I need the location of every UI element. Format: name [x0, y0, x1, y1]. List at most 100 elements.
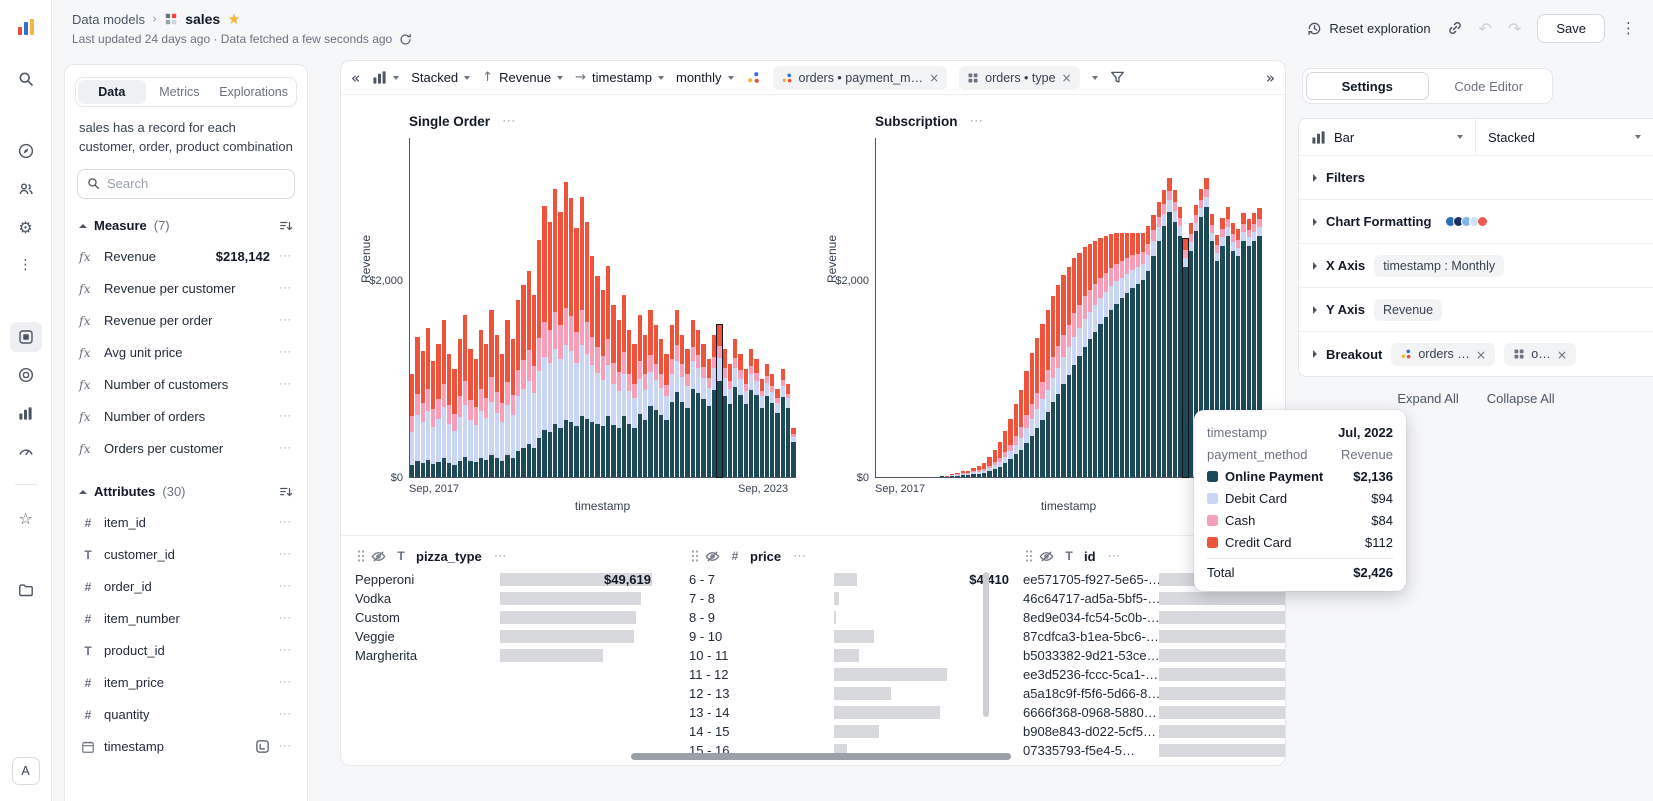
bar-31[interactable]: [574, 138, 579, 477]
bar-3[interactable]: [892, 138, 896, 477]
eye-off-icon[interactable]: [1039, 549, 1054, 564]
section-y-axis[interactable]: Y Axis Revenue: [1299, 288, 1653, 332]
count-bar[interactable]: [834, 725, 880, 738]
row-menu-icon[interactable]: ⋯: [278, 675, 292, 691]
x-axis-field-chip[interactable]: timestamp : Monthly: [1374, 254, 1505, 277]
bar-47[interactable]: [658, 138, 664, 477]
attribute-row[interactable]: # quantity ⋯: [75, 699, 297, 731]
bar-57[interactable]: [1177, 138, 1183, 477]
table-row[interactable]: 7 - 8: [689, 589, 1011, 608]
bar-66[interactable]: [759, 138, 764, 477]
bar-69[interactable]: [1241, 138, 1246, 477]
tab-metrics[interactable]: Metrics: [159, 85, 200, 99]
row-menu-icon[interactable]: ⋯: [278, 441, 292, 457]
bar-19[interactable]: [976, 138, 981, 477]
measure-row[interactable]: fx Number of customers ⋯: [75, 369, 297, 401]
measure-row[interactable]: fx Revenue $218,142 ⋯: [75, 241, 297, 273]
bar-6[interactable]: [908, 138, 912, 477]
tab-settings[interactable]: Settings: [1306, 72, 1429, 100]
bar-52[interactable]: [1151, 138, 1156, 477]
bar-45[interactable]: [1114, 138, 1119, 477]
count-bar[interactable]: [1159, 744, 1285, 757]
table-row[interactable]: Vodka: [355, 589, 677, 608]
bar-71[interactable]: [1252, 138, 1257, 477]
bar-3[interactable]: [425, 138, 431, 477]
collapse-right-icon[interactable]: »: [1265, 68, 1275, 87]
table-row[interactable]: 14 - 15: [689, 722, 1011, 741]
row-menu-icon[interactable]: ⋯: [278, 313, 292, 329]
bar-20[interactable]: [981, 138, 987, 477]
bar-21[interactable]: [521, 138, 526, 477]
table-row[interactable]: 8 - 9: [689, 608, 1011, 627]
bar-42[interactable]: [632, 138, 637, 477]
reset-exploration-button[interactable]: Reset exploration: [1307, 21, 1431, 36]
bar-12[interactable]: [473, 138, 478, 477]
bar-33[interactable]: [584, 138, 590, 477]
bar-41[interactable]: [1093, 138, 1098, 477]
bar-9[interactable]: [457, 138, 462, 477]
bar-36[interactable]: [600, 138, 605, 477]
breakout-chip-type[interactable]: orders • type ×: [959, 65, 1080, 90]
count-bar[interactable]: [834, 649, 860, 662]
count-bar[interactable]: [1159, 687, 1285, 700]
expand-all-link[interactable]: Expand All: [1397, 391, 1459, 406]
bar-58[interactable]: [1182, 138, 1189, 479]
count-bar[interactable]: [834, 687, 891, 700]
granularity-select[interactable]: monthly: [676, 70, 734, 85]
bar-9[interactable]: [924, 138, 928, 477]
bar-18[interactable]: [505, 138, 510, 477]
bar-72[interactable]: [1257, 138, 1262, 477]
bar-10[interactable]: [462, 138, 468, 477]
bar-0[interactable]: [410, 138, 415, 477]
bar-13[interactable]: [478, 138, 484, 477]
bar-38[interactable]: [611, 138, 616, 477]
section-chart-formatting[interactable]: Chart Formatting: [1299, 200, 1653, 244]
bar-0[interactable]: [876, 138, 880, 477]
more-options-icon[interactable]: ⋮: [18, 257, 33, 273]
refresh-icon[interactable]: [399, 33, 412, 46]
redo-icon[interactable]: ↷: [1507, 18, 1522, 38]
measure-section-header[interactable]: Measure (7): [79, 215, 293, 237]
bar-22[interactable]: [526, 138, 531, 477]
y-field-select[interactable]: ↑ Revenue: [482, 70, 564, 85]
remove-chip-icon[interactable]: ×: [1061, 70, 1072, 85]
bar-10[interactable]: [929, 138, 933, 477]
folder-icon[interactable]: [10, 575, 42, 605]
bar-70[interactable]: [780, 138, 786, 477]
breakout-chip[interactable]: o… ×: [1504, 342, 1577, 366]
table-row[interactable]: 07335793-f5e4-5…: [1023, 741, 1285, 760]
table-row[interactable]: 13 - 14: [689, 703, 1011, 722]
bar-40[interactable]: [1087, 138, 1093, 477]
bar-35[interactable]: [595, 138, 600, 477]
bar-51[interactable]: [1146, 138, 1151, 477]
bar-39[interactable]: [616, 138, 621, 477]
bar-23[interactable]: [531, 138, 537, 477]
bar-12[interactable]: [939, 138, 944, 477]
bar-4[interactable]: [431, 138, 436, 477]
bar-7[interactable]: [447, 138, 452, 477]
bar-1[interactable]: [881, 138, 885, 477]
measure-row[interactable]: fx Revenue per order ⋯: [75, 305, 297, 337]
bar-47[interactable]: [1124, 138, 1130, 477]
section-breakout[interactable]: Breakout orders … × o… ×: [1299, 332, 1653, 376]
bar-1[interactable]: [415, 138, 420, 477]
bar-28[interactable]: [558, 138, 563, 477]
bar-66[interactable]: [1225, 138, 1230, 477]
row-menu-icon[interactable]: ⋯: [278, 611, 292, 627]
favorites-star-icon[interactable]: ☆: [18, 508, 33, 528]
bar-14[interactable]: [950, 138, 955, 477]
bar-8[interactable]: [452, 138, 457, 477]
bar-49[interactable]: [669, 138, 674, 477]
chart-menu-icon[interactable]: ⋯: [502, 113, 516, 129]
bar-63[interactable]: [743, 138, 748, 477]
bar-45[interactable]: [648, 138, 653, 477]
bar-13[interactable]: [944, 138, 950, 477]
bar-30[interactable]: [568, 138, 574, 477]
count-bar[interactable]: [500, 573, 653, 586]
bar-56[interactable]: [1172, 138, 1177, 477]
bar-27[interactable]: [553, 138, 558, 477]
breadcrumb-data-models[interactable]: Data models: [72, 11, 145, 27]
drag-handle-icon[interactable]: [691, 549, 699, 563]
section-x-axis[interactable]: X Axis timestamp : Monthly: [1299, 244, 1653, 288]
